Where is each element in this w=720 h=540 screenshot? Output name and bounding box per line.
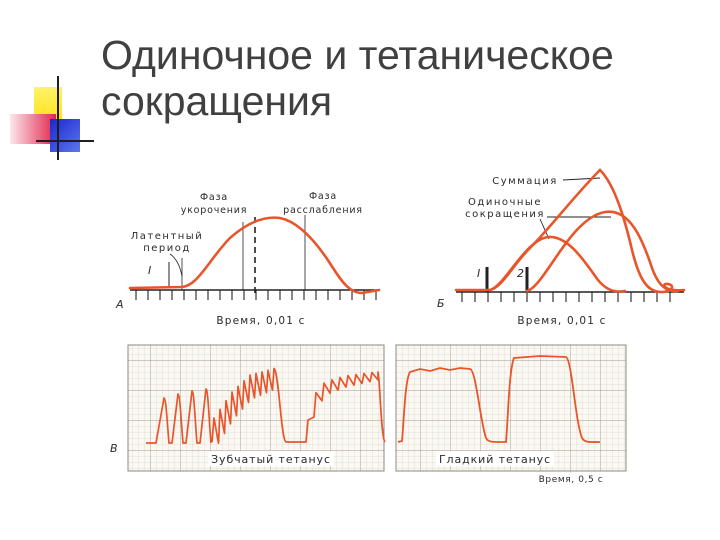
stimulus-label-2: 2 [517, 267, 524, 280]
smooth-tetanus-trace [397, 355, 601, 443]
panel-a-ticks [135, 290, 377, 300]
panel-b-traces [454, 168, 686, 294]
dentate-grid-major [127, 344, 385, 472]
decor-vertical-line [57, 76, 59, 160]
decor-red-square [10, 114, 56, 144]
dentate-label-backdrop [208, 451, 334, 466]
panel-b-ticks [461, 292, 671, 302]
slide-title-line-2: сокращения [101, 78, 333, 124]
panel-c: Зубчатый тетанус Гладкий тетанус В Время… [110, 344, 627, 485]
smooth-grid-major [395, 344, 627, 472]
panel-a: Фаза укорочения Фаза расслабления Латент… [115, 191, 381, 327]
latent-period-label-1: Латентный [131, 231, 203, 242]
single-contraction-curve-1 [488, 235, 627, 293]
panel-b-letter: Б [437, 297, 445, 310]
summation-label: Суммация [492, 176, 557, 187]
shortening-phase-label-1: Фаза [200, 192, 228, 203]
stimulus-label-a: I [148, 264, 151, 277]
panel-a-letter: А [115, 298, 124, 311]
stimulus-label-1: I [477, 267, 480, 280]
panel-c-letter: В [110, 442, 118, 455]
smooth-label-backdrop [436, 451, 554, 466]
dentate-tetanus-label: Зубчатый тетанус [211, 453, 331, 466]
shortening-phase-label-2: укорочения [181, 205, 248, 216]
single-contractions-label-1: Одиночные [468, 197, 542, 208]
single-contractions-label-2: сокращения [465, 209, 545, 220]
decor-blue-square [50, 119, 80, 152]
summation-leader [562, 177, 601, 181]
latent-period-leader [169, 253, 183, 277]
dentate-tetanus-trace [211, 367, 386, 445]
panel-a-ink [130, 215, 379, 300]
relaxation-phase-label-2: расслабления [283, 205, 363, 216]
decor-horizontal-line [36, 140, 94, 142]
slide-title-line-1: Одиночное и тетаническое [101, 32, 614, 78]
panel-a-time-axis-label: Время, 0,01 с [216, 315, 305, 327]
smooth-tetanus-recording: Гладкий тетанус [395, 344, 627, 472]
panel-c-time-axis-label: Время, 0,5 с [539, 475, 604, 485]
summation-curve [454, 168, 686, 294]
slide-title: Одиночное и тетаническое сокращения [101, 32, 614, 124]
smooth-tetanus-label: Гладкий тетанус [439, 453, 551, 466]
dentate-traces [146, 367, 386, 445]
latent-period-label-2: период [143, 243, 191, 254]
panel-b-time-axis-label: Время, 0,01 с [517, 315, 606, 327]
panel-b: Суммация Одиночные сокращения I 2 Б Врем… [437, 168, 686, 327]
dentate-tetanus-recording: Зубчатый тетанус [127, 344, 386, 472]
single-contractions-leader-2 [539, 218, 550, 240]
separate-twitches-trace [146, 388, 212, 444]
relaxation-phase-label-1: Фаза [309, 191, 337, 202]
panel-b-ink [456, 177, 684, 302]
single-twitch-curve [128, 216, 381, 295]
single-contraction-curve-2 [525, 210, 680, 293]
